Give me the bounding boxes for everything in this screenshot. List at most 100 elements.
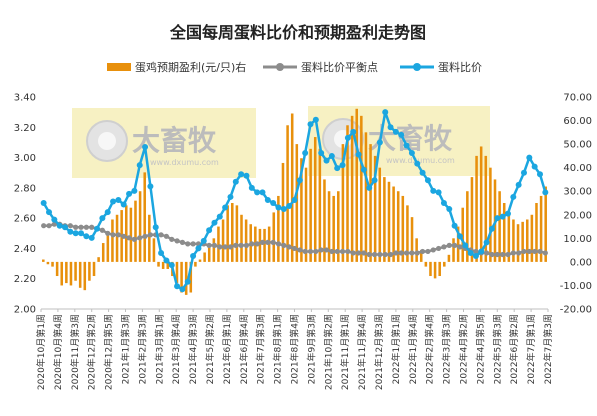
profit-bar [415, 238, 418, 262]
profit-bar [290, 113, 294, 262]
ratio-point [136, 162, 143, 169]
x-tick-label: 2022年2月第4周 [424, 314, 436, 384]
breakeven-point [291, 245, 298, 252]
ratio-point [83, 233, 90, 240]
ratio-point [451, 222, 458, 229]
profit-bar [42, 259, 45, 262]
ratio-point [302, 150, 309, 157]
ratio-point [350, 128, 357, 135]
profit-bar [507, 214, 511, 262]
ratio-point [195, 245, 202, 252]
ratio-point [387, 124, 394, 131]
breakeven-point [313, 248, 319, 255]
breakeven-point [505, 251, 511, 258]
profit-bar [539, 195, 543, 262]
breakeven-point [147, 232, 154, 238]
breakeven-point [526, 248, 532, 255]
breakeven-point [371, 251, 378, 258]
x-tick-label: 2021年7月第3周 [255, 314, 267, 384]
profit-bar [479, 146, 483, 262]
breakeven-point [270, 239, 276, 245]
profit-bar [521, 221, 524, 262]
breakeven-point [452, 242, 458, 248]
ratio-point [536, 171, 543, 178]
ratio-point [483, 239, 490, 246]
profit-bar [498, 191, 501, 262]
ratio-point [499, 213, 506, 220]
ratio-point [94, 225, 101, 232]
profit-bar [148, 214, 151, 262]
breakeven-point [275, 241, 282, 247]
profit-bar [244, 219, 248, 262]
breakeven-point [430, 247, 436, 253]
ratio-point [227, 193, 234, 200]
profit-bar [355, 108, 358, 262]
ratio-point [446, 206, 453, 213]
ratio-point [88, 234, 95, 241]
breakeven-point [377, 251, 383, 258]
profit-bar [83, 261, 87, 291]
profit-bar [318, 148, 322, 262]
ratio-point [259, 189, 266, 196]
ratio-point [312, 116, 319, 123]
x-tick-label: 2021年2月第3周 [136, 314, 148, 384]
ratio-point [307, 121, 314, 128]
x-tick-label: 2021年6月第1周 [221, 314, 233, 384]
ratio-point [110, 198, 117, 205]
profit-bar [125, 205, 128, 262]
ratio-point [99, 215, 106, 222]
profit-bar [111, 219, 114, 262]
ratio-point [280, 206, 287, 213]
y-left-tick-label: 3.40 [14, 93, 36, 104]
profit-bar [447, 254, 451, 262]
profit-bar [406, 205, 409, 262]
ratio-point [366, 184, 373, 191]
ratio-point [467, 249, 474, 256]
breakeven-point [355, 250, 362, 256]
ratio-point [126, 190, 133, 197]
profit-bar [313, 137, 317, 262]
profit-bar [304, 167, 308, 262]
breakeven-point [227, 244, 234, 250]
x-tick-label: 2022年7月第3周 [542, 314, 554, 384]
profit-bar [429, 261, 432, 277]
breakeven-point [350, 250, 356, 256]
ratio-point [216, 213, 223, 220]
profit-bar [217, 226, 220, 262]
x-tick-label: 2021年10月第2周 [322, 314, 334, 390]
ratio-point [67, 228, 74, 235]
ratio-point [478, 248, 485, 255]
profit-bar [309, 148, 312, 262]
x-tick-label: 2021年11月第4周 [356, 314, 368, 390]
breakeven-point [185, 241, 191, 247]
ratio-point [376, 139, 383, 146]
ratio-point [270, 200, 277, 206]
x-tick-label: 2022年7月第1周 [525, 314, 537, 384]
ratio-point [40, 200, 47, 206]
breakeven-point [339, 248, 346, 255]
breakeven-point [457, 244, 463, 250]
profit-bar [60, 261, 64, 286]
profit-bar [101, 243, 105, 262]
breakeven-point [403, 250, 410, 256]
breakeven-point [542, 250, 548, 256]
legend-marker-ratio [413, 63, 421, 71]
profit-bar [281, 162, 285, 262]
breakeven-point [110, 232, 116, 238]
ratio-point [142, 143, 149, 150]
ratio-point [462, 242, 469, 249]
profit-bar [198, 259, 202, 262]
breakeven-point [126, 235, 132, 241]
y-right-tick-label: 60.00 [563, 116, 592, 127]
breakeven-point [142, 233, 148, 239]
ratio-point [291, 196, 298, 203]
breakeven-point [105, 230, 111, 236]
x-tick-label: 2022年4月第2周 [458, 314, 470, 384]
breakeven-point [425, 248, 431, 255]
breakeven-point [419, 248, 426, 255]
ratio-point [344, 134, 351, 141]
profit-bar [475, 155, 478, 262]
breakeven-point [435, 245, 442, 252]
ratio-point [531, 163, 538, 170]
profit-bar [466, 191, 469, 262]
